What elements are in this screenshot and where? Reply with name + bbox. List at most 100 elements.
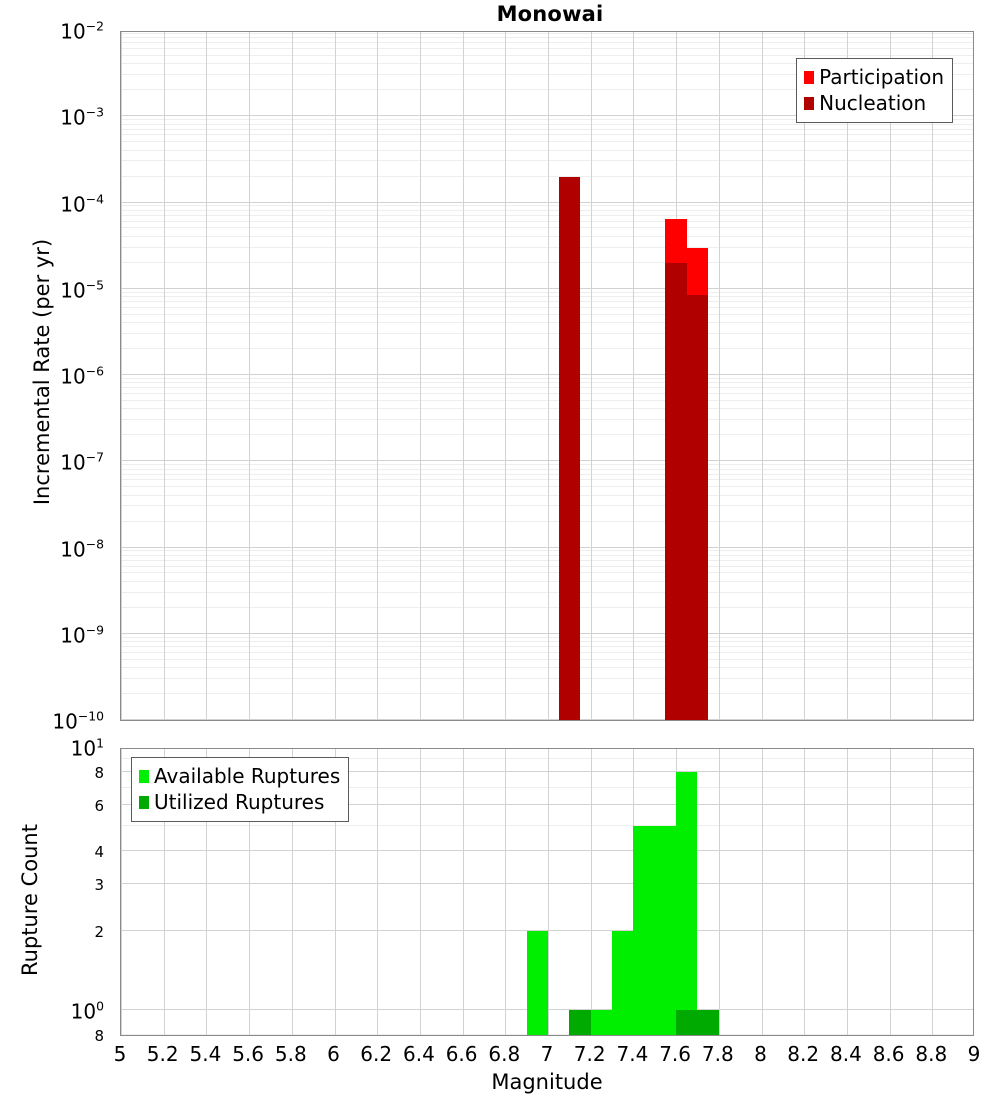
gridline-horizontal	[121, 63, 973, 65]
gridline-horizontal	[121, 850, 973, 852]
gridline-horizontal	[121, 306, 973, 308]
gridline-vertical	[419, 32, 421, 720]
gridline-horizontal	[121, 42, 973, 44]
x-tick-label: 8.4	[829, 1042, 862, 1066]
gridline-horizontal	[121, 473, 973, 475]
x-tick-label: 5.6	[232, 1042, 264, 1066]
gridline-vertical	[718, 749, 720, 1035]
gridline-vertical	[548, 32, 549, 720]
x-tick-label: 6.4	[402, 1042, 435, 1066]
x-tick-label: 8	[754, 1042, 767, 1066]
gridline-horizontal	[121, 641, 973, 643]
gridline-horizontal	[121, 719, 973, 720]
gridline-vertical	[419, 749, 421, 1035]
gridline-horizontal	[121, 37, 973, 39]
gridline-vertical	[249, 32, 251, 720]
gridline-vertical	[590, 749, 592, 1035]
gridline-vertical	[846, 32, 848, 720]
gridline-horizontal	[121, 128, 973, 130]
x-tick-label: 6.6	[445, 1042, 478, 1066]
incremental-rate-y-axis-label: Incremental Rate (per yr)	[30, 238, 54, 506]
y-tick-label: 10−8	[60, 536, 104, 561]
utilized-ruptures-bar	[697, 1009, 719, 1035]
available-ruptures-bar	[612, 930, 634, 1035]
nucleation-bar	[665, 262, 687, 720]
y-tick-label: 8	[94, 1027, 104, 1045]
y-tick-label: 3	[94, 876, 104, 895]
y-tick-label: 10−5	[60, 277, 104, 303]
gridline-horizontal	[121, 677, 973, 679]
gridline-horizontal	[121, 883, 973, 885]
gridline-vertical	[505, 32, 507, 720]
nucleation-color-swatch	[804, 96, 815, 110]
gridline-horizontal	[121, 141, 973, 143]
incremental-rate-plot: Participation Nucleation	[120, 31, 974, 721]
x-tick-label: 7.4	[616, 1042, 649, 1066]
y-tick-label: 8	[94, 764, 104, 783]
x-tick-label: 7.8	[701, 1042, 734, 1066]
incremental-rate-plot-area	[121, 32, 973, 720]
gridline-horizontal	[121, 134, 973, 136]
gridline-horizontal	[121, 175, 973, 177]
gridline-vertical	[249, 749, 251, 1035]
gridline-horizontal	[121, 160, 973, 162]
gridline-vertical	[206, 749, 208, 1035]
gridline-horizontal	[121, 546, 973, 548]
gridline-vertical	[889, 32, 891, 720]
x-tick-label: 5.8	[274, 1042, 307, 1066]
x-tick-label: 7.6	[659, 1042, 691, 1066]
gridline-horizontal	[121, 667, 973, 669]
rupture-count-y-axis-ticks: 101 8 6 4 3 2 100 8	[0, 736, 112, 1045]
gridline-horizontal	[121, 296, 973, 298]
legend-label-available-ruptures: Available Ruptures	[154, 764, 341, 788]
y-tick-label: 2	[94, 922, 104, 941]
nucleation-bar	[558, 176, 581, 720]
gridline-vertical	[291, 749, 293, 1035]
gridline-horizontal	[121, 313, 973, 315]
gridline-horizontal	[121, 227, 973, 229]
gridline-vertical	[163, 32, 165, 720]
gridline-horizontal	[121, 550, 973, 552]
gridline-horizontal	[121, 771, 973, 773]
gridline-horizontal	[121, 580, 973, 582]
gridline-horizontal	[121, 205, 973, 207]
gridline-vertical	[377, 32, 379, 720]
gridline-vertical	[804, 32, 806, 720]
gridline-horizontal	[121, 572, 973, 574]
available-ruptures-bar	[676, 772, 698, 1035]
rupture-count-y-axis-label: Rupture Count	[18, 824, 42, 976]
gridline-vertical	[761, 32, 763, 720]
gridline-vertical	[163, 749, 165, 1035]
gridline-horizontal	[121, 377, 973, 379]
legend-label-participation: Participation	[819, 65, 944, 89]
gridline-vertical	[462, 749, 464, 1035]
y-tick-label: 10−10	[52, 708, 104, 734]
gridline-horizontal	[121, 825, 973, 827]
gridline-horizontal	[121, 301, 973, 303]
y-tick-label: 4	[94, 843, 104, 862]
utilized-ruptures-bar	[569, 1009, 591, 1035]
gridline-vertical	[590, 32, 592, 720]
gridline-horizontal	[121, 786, 973, 788]
gridline-horizontal	[121, 494, 973, 496]
x-tick-label: 6.8	[488, 1042, 521, 1066]
gridline-horizontal	[121, 201, 973, 203]
gridline-horizontal	[121, 486, 973, 488]
gridline-horizontal	[121, 419, 973, 421]
gridline-vertical	[932, 749, 934, 1035]
utilized-ruptures-color-swatch	[139, 795, 149, 809]
x-tick-label: 5	[113, 1042, 127, 1066]
gridline-horizontal	[121, 658, 973, 660]
x-tick-label: 8.2	[787, 1042, 820, 1066]
legend-item-available-ruptures: Available Ruptures	[139, 763, 340, 789]
gridline-horizontal	[121, 554, 973, 556]
gridline-vertical	[548, 749, 549, 1035]
y-tick-label: 10−4	[60, 191, 104, 216]
gridline-horizontal	[121, 468, 973, 470]
gridline-horizontal	[121, 636, 973, 638]
gridline-horizontal	[121, 214, 973, 216]
gridline-vertical	[334, 32, 336, 720]
x-tick-label: 7.2	[573, 1042, 606, 1066]
x-tick-label: 5.4	[189, 1042, 222, 1066]
gridline-horizontal	[121, 505, 973, 507]
